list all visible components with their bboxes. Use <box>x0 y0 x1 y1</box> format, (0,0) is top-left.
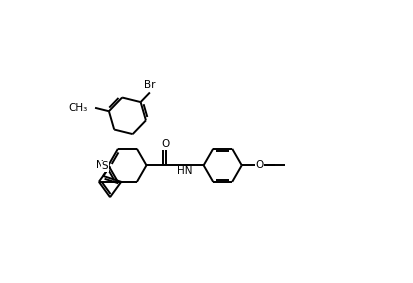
Text: O: O <box>161 139 169 149</box>
Text: N: N <box>96 160 104 170</box>
Text: HN: HN <box>176 166 192 177</box>
Text: S: S <box>102 161 108 171</box>
Text: CH₃: CH₃ <box>69 103 88 113</box>
Text: O: O <box>255 160 263 170</box>
Text: Br: Br <box>144 80 155 91</box>
